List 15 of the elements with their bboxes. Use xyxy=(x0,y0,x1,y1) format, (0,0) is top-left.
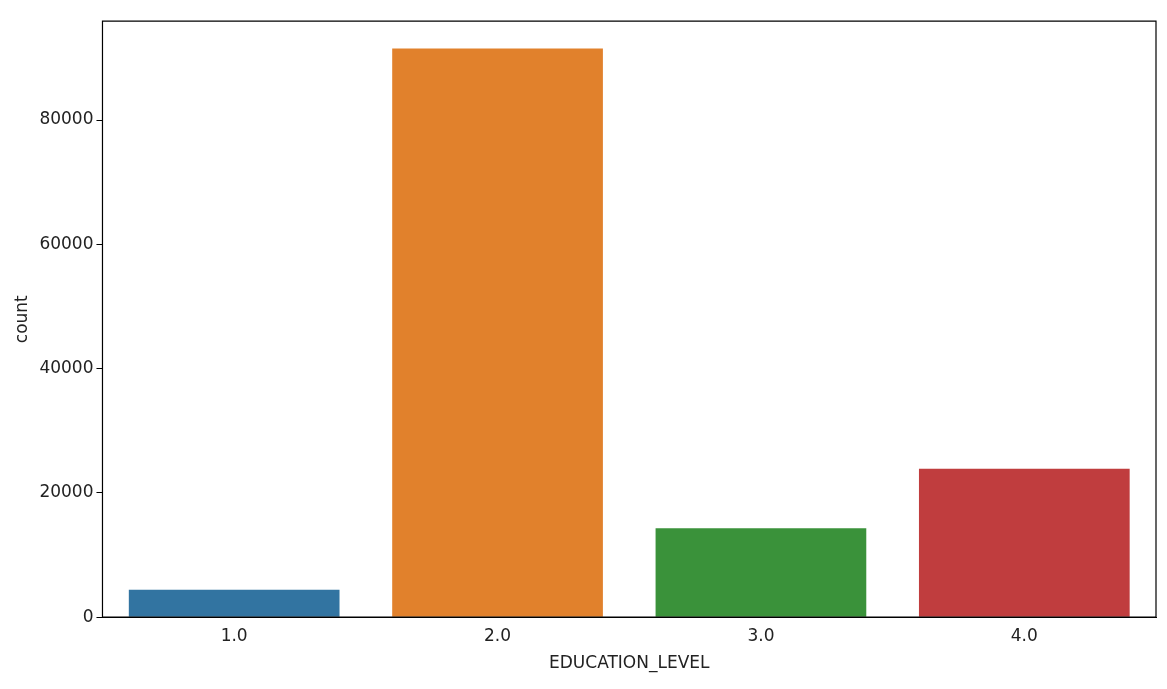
x-tick-label: 1.0 xyxy=(220,624,248,645)
bar xyxy=(392,48,603,617)
y-tick-label: 40000 xyxy=(39,357,94,378)
bar xyxy=(128,589,340,617)
y-axis-title: count xyxy=(10,294,31,344)
bar xyxy=(918,468,1130,617)
x-tick-label: 2.0 xyxy=(484,624,512,645)
x-tick-label: 3.0 xyxy=(747,624,775,645)
bar xyxy=(655,528,867,617)
x-tick-label: 4.0 xyxy=(1010,624,1038,645)
y-tick-label: 80000 xyxy=(39,108,94,129)
y-tick-label: 0 xyxy=(82,605,94,626)
x-axis-title: EDUCATION_LEVEL xyxy=(548,652,711,674)
y-tick-label: 20000 xyxy=(39,481,94,502)
y-tick-label: 60000 xyxy=(39,232,94,253)
